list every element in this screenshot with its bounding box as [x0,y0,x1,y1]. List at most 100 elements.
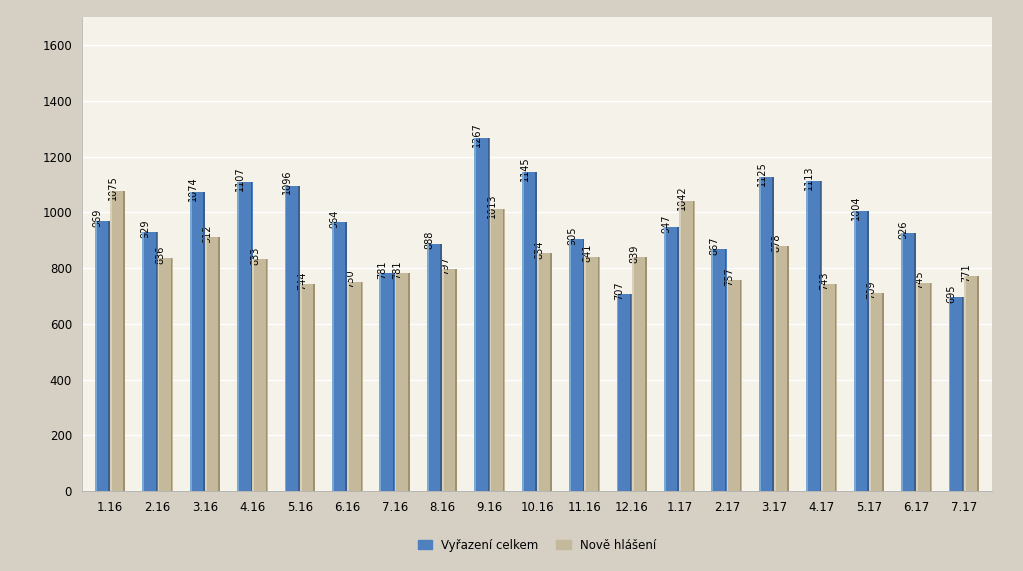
Bar [408,274,409,491]
Bar [821,284,824,491]
Text: 867: 867 [709,237,719,255]
Bar [617,294,619,491]
Bar [964,276,979,491]
Bar [962,297,964,491]
Text: 929: 929 [140,219,150,238]
Bar [110,191,112,491]
Text: 1267: 1267 [472,122,482,147]
Bar [977,276,979,491]
Bar [206,237,220,491]
Bar [584,256,599,491]
Bar [821,284,837,491]
Bar [427,243,442,491]
Bar [724,250,726,491]
Bar [582,239,584,491]
Text: 743: 743 [819,271,830,290]
Bar [266,259,267,491]
Legend: Vyřazení celkem, Nově hlášení: Vyřazení celkem, Nově hlášení [413,534,661,556]
Bar [440,243,442,491]
Bar [158,258,160,491]
Bar [380,274,395,491]
Bar [489,208,491,491]
Bar [712,250,726,491]
Text: 912: 912 [203,224,213,243]
Bar [455,269,457,491]
Bar [617,294,632,491]
Bar [427,243,429,491]
Bar [155,232,158,491]
Bar [869,293,871,491]
Bar [759,178,774,491]
Bar [664,227,666,491]
Bar [395,274,410,491]
Text: 969: 969 [93,208,102,227]
Text: 1075: 1075 [107,176,118,200]
Bar [726,280,728,491]
Bar [835,284,837,491]
Text: 839: 839 [629,244,639,263]
Bar [901,233,917,491]
Bar [632,257,648,491]
Text: 1145: 1145 [520,156,530,181]
Bar [348,282,362,491]
Bar [522,172,524,491]
Bar [774,246,775,491]
Text: 1125: 1125 [757,162,766,187]
Bar [806,181,808,491]
Bar [360,282,362,491]
Bar [490,208,504,491]
Bar [930,283,931,491]
Bar [108,221,109,491]
Text: 771: 771 [962,263,972,282]
Bar [597,256,599,491]
Text: 781: 781 [393,261,402,279]
Bar [772,178,773,491]
Bar [522,172,537,491]
Bar [313,284,315,491]
Text: 797: 797 [440,256,450,275]
Bar [679,200,681,491]
Bar [693,200,694,491]
Bar [237,183,253,491]
Bar [917,283,918,491]
Bar [570,239,584,491]
Text: 1107: 1107 [235,167,244,191]
Bar [901,233,903,491]
Bar [298,186,300,491]
Bar [759,178,761,491]
Bar [95,221,97,491]
Bar [882,293,884,491]
Bar [142,232,144,491]
Bar [726,280,742,491]
Bar [158,258,173,491]
Text: 964: 964 [329,210,340,228]
Bar [819,181,821,491]
Bar [853,211,855,491]
Bar [584,256,586,491]
Bar [868,211,869,491]
Bar [442,269,457,491]
Bar [204,192,205,491]
Bar [854,211,869,491]
Bar [347,282,349,491]
Text: 1004: 1004 [851,195,861,220]
Bar [535,172,537,491]
Bar [332,222,333,491]
Bar [142,232,158,491]
Bar [630,294,631,491]
Text: 707: 707 [615,282,624,300]
Text: 926: 926 [899,220,908,239]
Bar [740,280,742,491]
Bar [475,138,476,491]
Bar [964,276,966,491]
Text: 1074: 1074 [187,176,197,200]
Text: 744: 744 [298,271,308,289]
Bar [300,284,302,491]
Bar [205,237,207,491]
Bar [442,269,444,491]
Bar [488,138,489,491]
Bar [284,186,300,491]
Bar [503,208,504,491]
Text: 1096: 1096 [282,170,293,194]
Text: 1013: 1013 [487,193,497,218]
